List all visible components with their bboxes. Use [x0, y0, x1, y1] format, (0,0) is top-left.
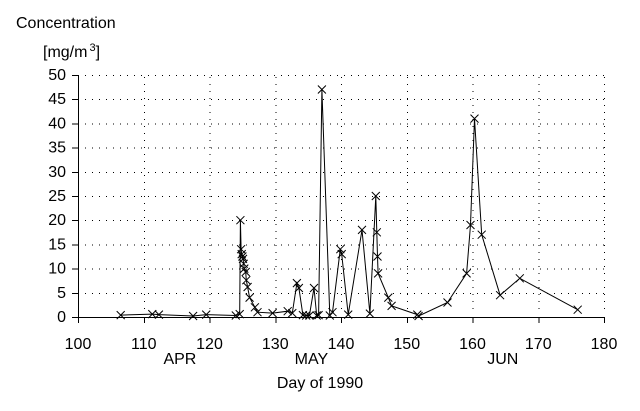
axes [72, 75, 605, 323]
x-marker [343, 310, 353, 319]
x-marker [309, 283, 319, 293]
month-label: MAY [295, 351, 329, 368]
x-tick-label: 100 [65, 336, 92, 353]
x-marker [328, 307, 337, 317]
x-marker [573, 305, 583, 315]
x-marker [147, 309, 157, 319]
x-marker [116, 310, 126, 320]
x-marker [312, 311, 322, 320]
x-marker [470, 114, 479, 123]
x-tick-label: 150 [393, 336, 420, 353]
y-tick-label: 30 [48, 164, 66, 181]
x-marker [250, 302, 260, 312]
x-tick-label: 180 [591, 336, 618, 353]
x-marker [314, 310, 323, 320]
x-tick-label: 130 [262, 336, 289, 353]
y-tick-label: 10 [48, 261, 66, 278]
x-marker [154, 310, 164, 319]
x-marker [477, 230, 487, 240]
unit-prefix: [mg/m [43, 44, 88, 61]
series-line [120, 89, 578, 317]
x-tick-label: 140 [328, 336, 355, 353]
y-axis-unit: [mg/m 3] [43, 42, 101, 62]
unit-suffix: ] [95, 44, 101, 61]
x-marker [371, 191, 381, 201]
x-marker [466, 220, 475, 230]
x-marker [238, 252, 247, 261]
y-tick-label: 40 [48, 115, 66, 132]
x-tick-label: 120 [196, 336, 223, 353]
x-marker [462, 269, 471, 278]
x-axis-title: Day of 1990 [276, 375, 364, 392]
x-marker [241, 267, 251, 277]
x-marker [305, 311, 314, 320]
x-marker [201, 310, 211, 319]
y-tick-label: 25 [48, 188, 66, 205]
y-tick-label: 45 [48, 91, 66, 108]
x-marker [414, 311, 423, 321]
unit-superscript: 3 [89, 42, 96, 54]
x-marker [373, 269, 383, 278]
x-marker [283, 306, 293, 316]
x-marker [383, 293, 393, 302]
x-marker [287, 308, 297, 318]
x-marker [301, 311, 311, 320]
month-label: APR [163, 351, 196, 368]
series-markers [116, 85, 583, 321]
y-tick-label: 50 [48, 67, 66, 84]
x-marker [337, 249, 347, 259]
x-marker [373, 252, 382, 261]
x-tick-label: 160 [459, 336, 486, 353]
x-marker [188, 311, 198, 321]
chart-title: Concentration [16, 15, 116, 32]
y-tick-label: 15 [48, 236, 66, 253]
x-marker [294, 283, 304, 293]
y-tick-label: 0 [57, 309, 66, 326]
x-tick-label: 110 [131, 336, 157, 353]
y-tick-label: 20 [48, 212, 66, 229]
x-marker [357, 225, 367, 235]
x-marker [335, 244, 345, 254]
x-tick-label: 170 [525, 336, 552, 353]
x-marker [515, 273, 525, 283]
x-marker [387, 301, 396, 311]
x-marker [365, 309, 375, 318]
x-marker [237, 249, 247, 259]
x-marker [495, 290, 505, 300]
x-marker [253, 307, 262, 317]
x-marker [235, 309, 245, 319]
y-tick-label: 5 [57, 285, 66, 302]
x-marker [243, 282, 252, 292]
x-marker [298, 310, 308, 320]
x-marker [245, 293, 254, 302]
y-tick-label: 35 [48, 140, 66, 157]
x-marker [292, 278, 302, 288]
x-marker [241, 275, 251, 285]
x-marker [372, 227, 382, 237]
gridlines [85, 75, 605, 314]
tick-labels: 0 5 10 15 20 25 30 35 40 45 50 100 110 120 130 140 150 16… [48, 67, 617, 368]
x-marker [443, 298, 452, 307]
month-label: JUN [487, 351, 518, 368]
x-marker [317, 85, 327, 94]
x-marker [236, 215, 245, 225]
x-marker [268, 308, 277, 318]
